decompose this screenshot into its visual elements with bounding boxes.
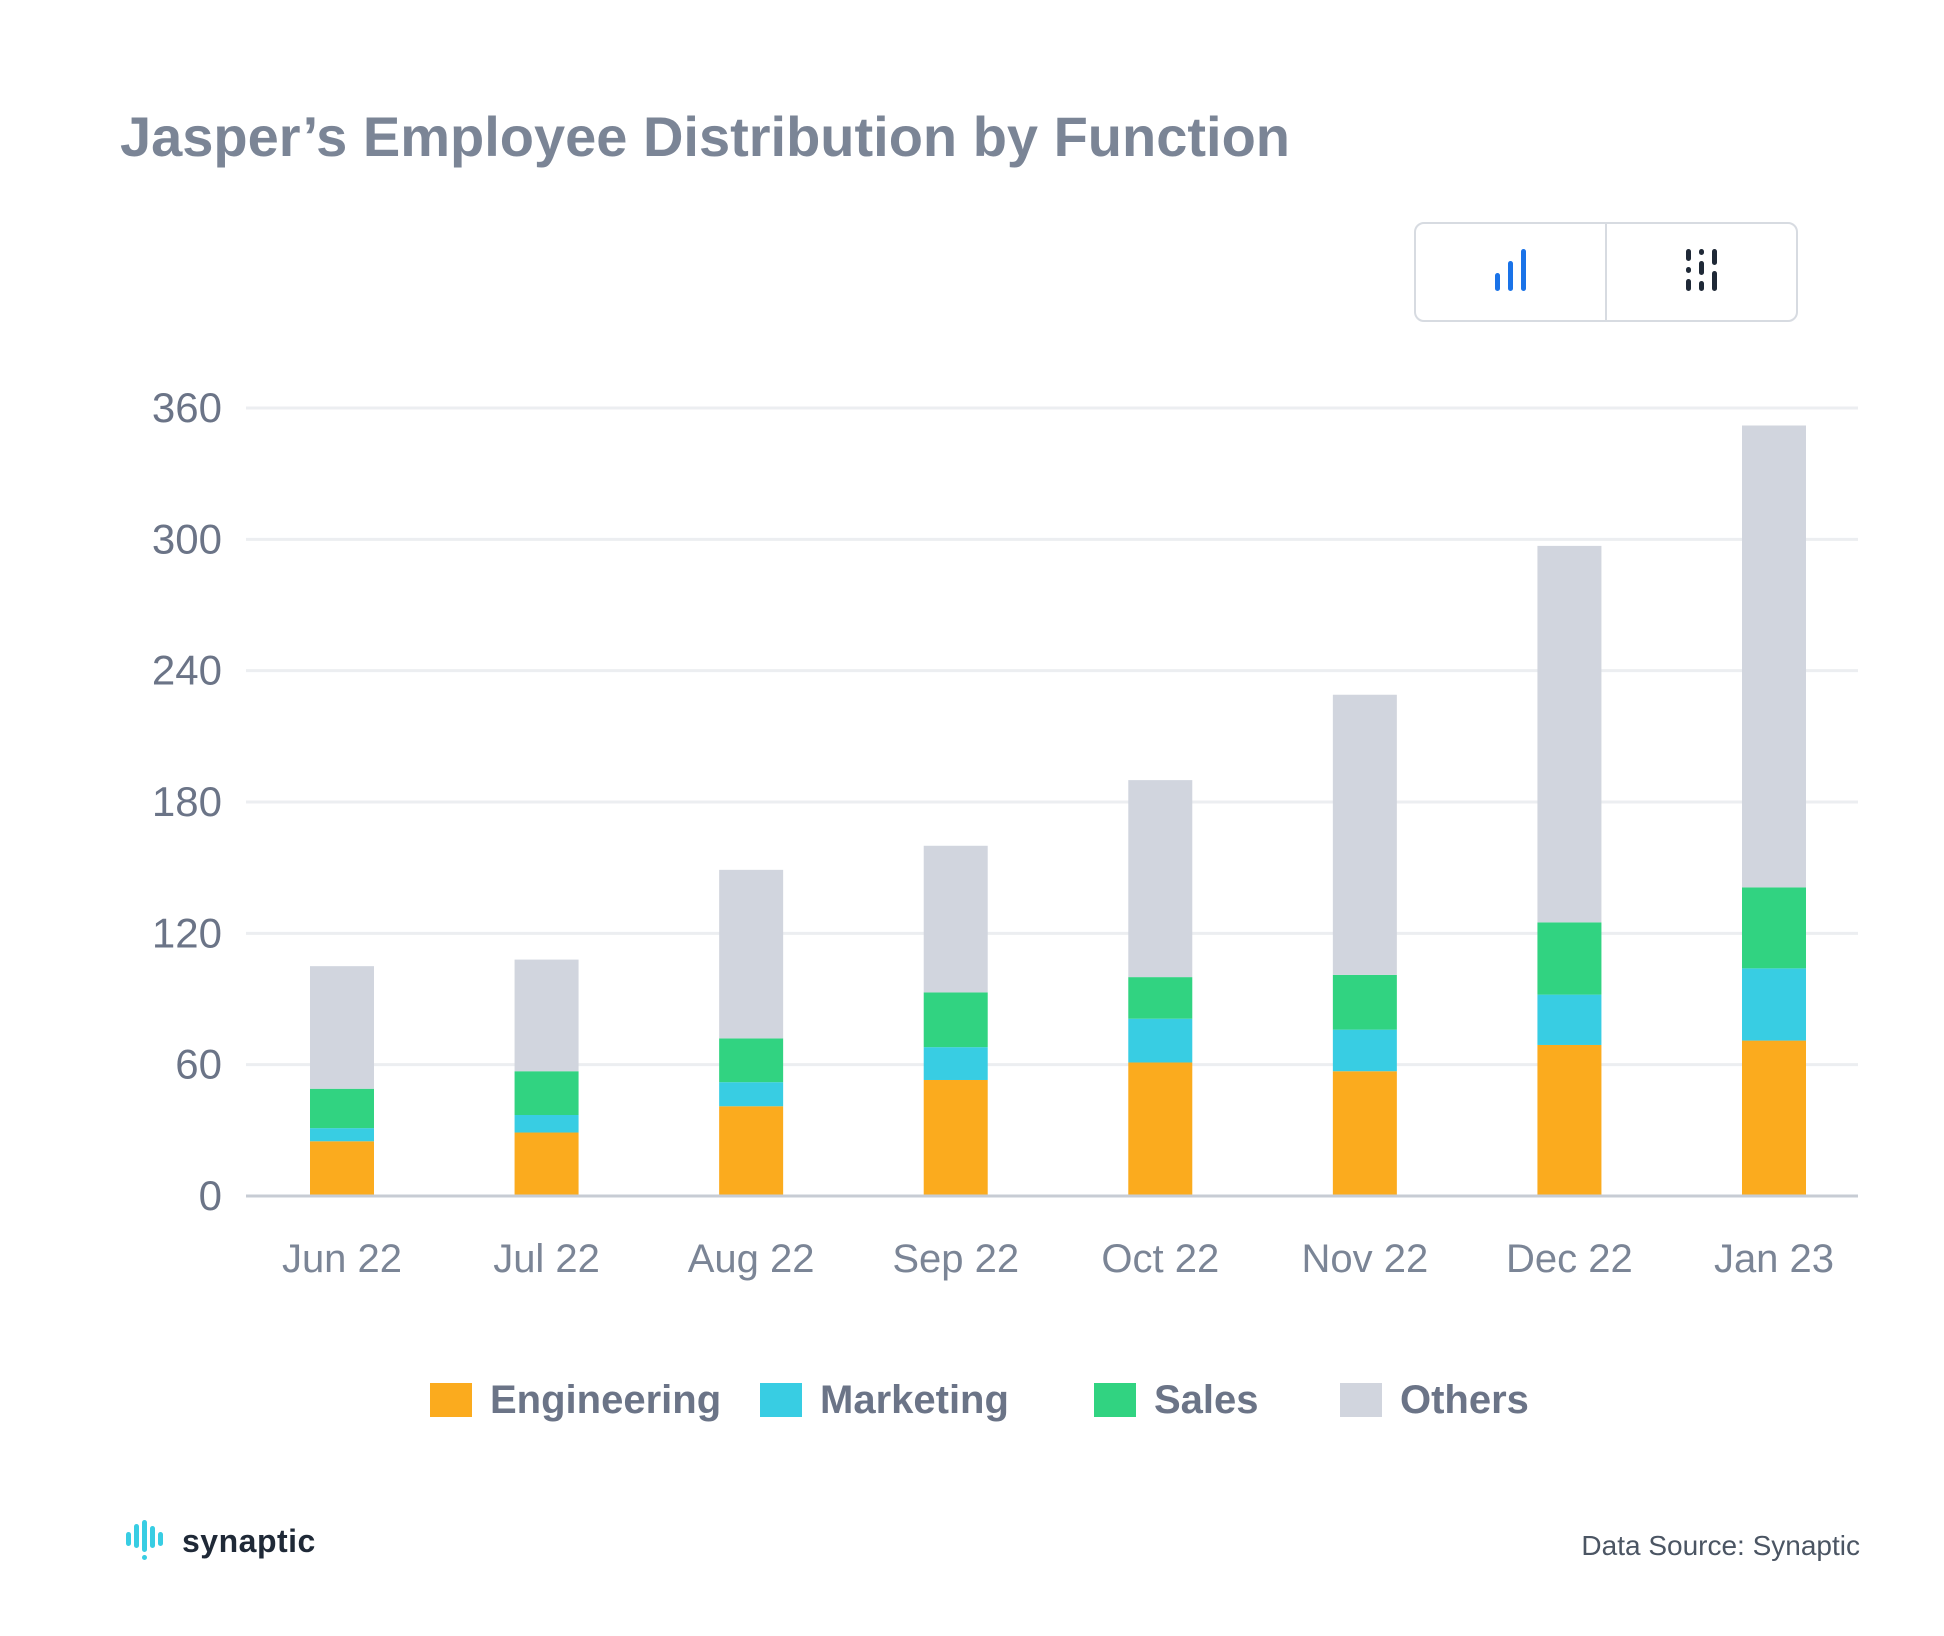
legend-swatch bbox=[1094, 1383, 1136, 1417]
chart-legend: Engineering Marketing Sales Others bbox=[0, 1370, 1944, 1430]
y-tick-label: 180 bbox=[152, 778, 222, 825]
y-tick-label: 360 bbox=[152, 384, 222, 431]
x-tick-label: Jul 22 bbox=[493, 1237, 600, 1281]
brand-name: synaptic bbox=[182, 1522, 316, 1559]
bar-segment-marketing bbox=[1332, 1029, 1397, 1072]
column-view-button[interactable] bbox=[1605, 224, 1796, 320]
data-source: Data Source: Synaptic bbox=[1581, 1530, 1860, 1561]
bar-segment-marketing bbox=[923, 1047, 988, 1080]
bar-segment-marketing bbox=[310, 1128, 374, 1142]
bar-segment-marketing bbox=[719, 1082, 784, 1107]
bar-view-button[interactable] bbox=[1416, 224, 1605, 320]
bar-segment-others bbox=[1332, 694, 1397, 975]
bar-segment-engineering bbox=[719, 1106, 784, 1196]
bar-segment-engineering bbox=[1128, 1062, 1193, 1196]
y-tick-label: 60 bbox=[175, 1041, 222, 1088]
brand-logo: synaptic bbox=[124, 1520, 316, 1562]
bar-segment-engineering bbox=[310, 1141, 374, 1196]
bar-segment-engineering bbox=[514, 1132, 579, 1196]
bar-segment-sales bbox=[1537, 922, 1602, 995]
bar-segment-marketing bbox=[1742, 968, 1806, 1041]
bar-segment-engineering bbox=[923, 1079, 988, 1196]
y-tick-label: 120 bbox=[152, 909, 222, 956]
bar-segment-engineering bbox=[1742, 1040, 1806, 1196]
synaptic-logo-icon bbox=[126, 1520, 163, 1560]
legend-label: Sales bbox=[1154, 1377, 1259, 1422]
bar-segment-others bbox=[1128, 780, 1193, 978]
bar-segment-engineering bbox=[1537, 1044, 1602, 1196]
bar-segment-sales bbox=[310, 1088, 374, 1129]
columns-icon bbox=[1684, 247, 1720, 298]
bar-segment-others bbox=[310, 966, 374, 1089]
bar-segment-marketing bbox=[514, 1115, 579, 1133]
bar-segment-marketing bbox=[1128, 1018, 1193, 1063]
x-tick-label: Jun 22 bbox=[282, 1237, 402, 1281]
bar-segment-others bbox=[923, 845, 988, 993]
bar-segment-sales bbox=[1332, 974, 1397, 1030]
x-tick-label: Nov 22 bbox=[1301, 1237, 1428, 1281]
legend-swatch bbox=[1340, 1383, 1382, 1417]
legend-item-others: Others bbox=[1340, 1370, 1529, 1430]
bar-segment-sales bbox=[514, 1071, 579, 1116]
bar-segment-others bbox=[514, 959, 579, 1072]
bar-segment-sales bbox=[923, 992, 988, 1048]
bar-segment-others bbox=[719, 869, 784, 1039]
x-tick-label: Dec 22 bbox=[1506, 1237, 1633, 1281]
x-tick-label: Aug 22 bbox=[688, 1237, 815, 1281]
legend-label: Engineering bbox=[490, 1377, 722, 1422]
x-tick-label: Jan 23 bbox=[1714, 1237, 1834, 1281]
bar-segment-marketing bbox=[1537, 994, 1602, 1045]
legend-swatch bbox=[430, 1383, 472, 1417]
bar-segment-sales bbox=[1742, 887, 1806, 969]
bar-segment-others bbox=[1537, 545, 1602, 923]
y-tick-label: 0 bbox=[199, 1172, 222, 1219]
chart-view-toggle bbox=[1414, 222, 1798, 322]
legend-item-marketing: Marketing bbox=[760, 1370, 1009, 1430]
bar-segment-engineering bbox=[1332, 1071, 1397, 1196]
legend-label: Others bbox=[1400, 1377, 1529, 1422]
bar-segment-sales bbox=[1128, 977, 1193, 1019]
legend-swatch bbox=[760, 1383, 802, 1417]
y-tick-label: 240 bbox=[152, 647, 222, 694]
x-tick-label: Sep 22 bbox=[892, 1237, 1019, 1281]
chart-title: Jasper’s Employee Distribution by Functi… bbox=[120, 105, 1290, 168]
bar-chart-icon bbox=[1493, 247, 1529, 298]
legend-item-engineering: Engineering bbox=[430, 1370, 721, 1430]
bar-segment-sales bbox=[719, 1038, 784, 1083]
legend-label: Marketing bbox=[820, 1377, 1009, 1422]
x-tick-label: Oct 22 bbox=[1101, 1237, 1219, 1281]
legend-item-sales: Sales bbox=[1094, 1370, 1259, 1430]
y-tick-label: 300 bbox=[152, 515, 222, 562]
bar-segment-others bbox=[1742, 425, 1806, 888]
